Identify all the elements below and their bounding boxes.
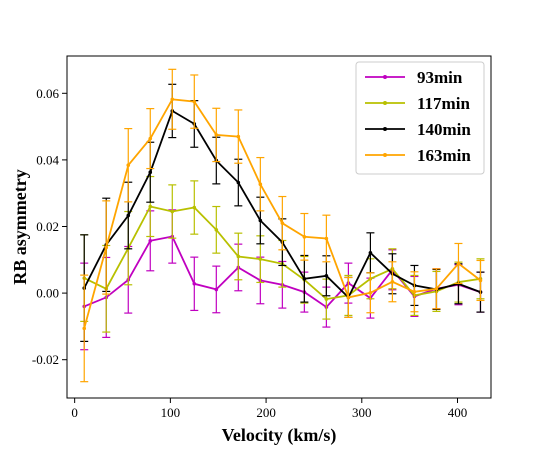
legend-label: 117min [417,94,470,113]
data-point [148,239,153,243]
legend: 93min 117min 140min 163min [355,61,485,175]
legend-marker [383,153,387,157]
data-point [214,287,219,292]
legend-frame [355,61,485,175]
y-tick-label: 0.04 [36,152,59,167]
data-point [148,204,153,209]
legend-label: 140min [417,120,471,139]
data-point [192,281,197,286]
data-point [104,245,109,250]
data-point [346,295,351,300]
data-point [478,278,483,283]
y-tick-label: 0.00 [36,286,59,301]
data-point [258,182,263,187]
data-point [192,99,197,104]
x-tick-label: 100 [161,405,181,420]
data-point [324,273,329,278]
legend-marker [383,75,387,79]
data-point [258,257,263,261]
data-point [214,133,219,137]
data-point [236,254,241,259]
x-tick-label: 300 [352,405,372,420]
y-tick-label: 0.06 [36,86,59,101]
legend-marker [383,101,387,105]
data-point [302,276,307,281]
data-point [148,136,153,141]
data-point [412,289,417,294]
data-point [214,228,219,232]
data-point [236,134,241,139]
legend-label: 93min [417,68,463,87]
legend-label: 163min [417,146,471,165]
data-point [170,97,175,102]
data-point [368,290,373,295]
x-tick-label: 400 [448,405,468,420]
data-point [390,279,395,284]
data-point [170,209,175,214]
data-point [82,326,87,331]
data-point [434,286,439,291]
data-point [456,261,461,266]
series-163min [80,68,485,383]
data-point [258,218,263,223]
data-point [324,297,329,301]
data-point [280,221,285,225]
data-point [126,213,131,218]
data-point [324,236,329,241]
data-point [302,235,307,239]
x-axis: 0 100 200 300 400 [71,398,467,420]
y-tick-label: 0.02 [36,219,59,234]
data-point [236,180,241,185]
y-tick-label: -0.02 [32,352,59,367]
series-layer [80,68,485,383]
y-axis: -0.02 0.00 0.02 0.04 0.06 [32,86,67,367]
data-point [148,170,153,175]
legend-marker [383,127,387,131]
data-point [192,205,197,210]
data-point [368,251,373,255]
x-tick-label: 200 [256,405,276,420]
y-axis-label: RB asymmetry [10,169,30,284]
data-point [126,163,131,168]
x-tick-label: 0 [71,405,78,420]
x-axis-label: Velocity (km/s) [222,425,337,446]
